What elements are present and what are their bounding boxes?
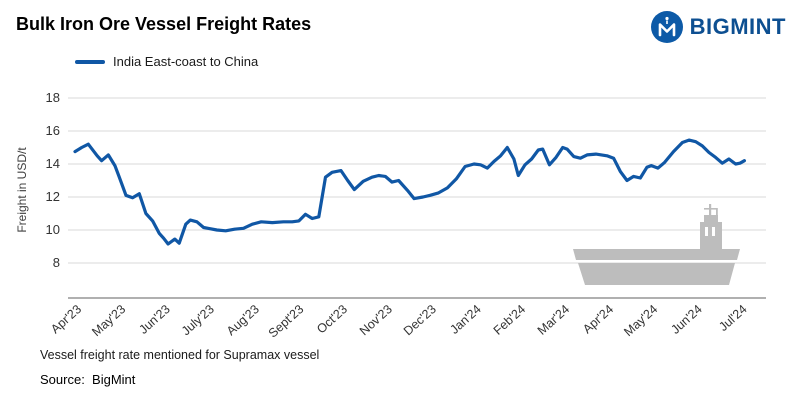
x-tick-label: July'23: [179, 302, 218, 339]
freight-rate-line: [73, 138, 746, 246]
y-tick-label: 10: [45, 222, 60, 237]
x-tick-label: Aug'23: [223, 302, 262, 339]
cargo-ship-watermark-icon: [573, 204, 740, 285]
y-tick-label: 14: [45, 156, 60, 171]
source-note: Source: BigMint: [40, 372, 136, 387]
y-tick-label: 16: [45, 123, 60, 138]
y-tick-label: 18: [45, 90, 60, 105]
x-tick-label: Jul'24: [716, 302, 750, 335]
x-tick-label: Dec'23: [401, 302, 440, 339]
x-tick-label: Feb'24: [490, 302, 528, 338]
x-tick-label: Apr'24: [580, 302, 617, 337]
page-title: Bulk Iron Ore Vessel Freight Rates: [16, 14, 312, 34]
legend-swatch: [75, 59, 105, 64]
bigmint-logo: BIGMINT: [650, 10, 786, 44]
x-tick-label: May'23: [89, 302, 129, 340]
y-tick-label: 12: [45, 189, 60, 204]
x-tick-label: Mar'24: [534, 302, 573, 338]
x-tick-label: Jan'24: [446, 302, 484, 337]
x-tick-label: Jun'24: [668, 302, 706, 337]
chart-footnote: Vessel freight rate mentioned for Supram…: [40, 348, 320, 362]
y-axis-title: Freight in USD/t: [15, 147, 29, 233]
plot-area: [68, 97, 766, 299]
chart-legend: India East-coast to China: [75, 54, 258, 69]
x-tick-label: Oct'23: [314, 302, 351, 337]
bigmint-logo-circle: [650, 11, 683, 43]
x-tick-label: Sept'23: [265, 302, 307, 341]
y-tick-label: 8: [52, 255, 60, 270]
bigmint-logo-text: BIGMINT: [689, 14, 786, 39]
x-tick-label: May'24: [621, 302, 661, 340]
x-tick-label: Nov'23: [356, 302, 395, 339]
bigmint-logo-icon: [650, 11, 683, 43]
legend-series-label: India East-coast to China: [113, 54, 259, 69]
x-tick-label: Jun'23: [136, 302, 174, 337]
x-tick-label: Apr'23: [48, 302, 85, 337]
